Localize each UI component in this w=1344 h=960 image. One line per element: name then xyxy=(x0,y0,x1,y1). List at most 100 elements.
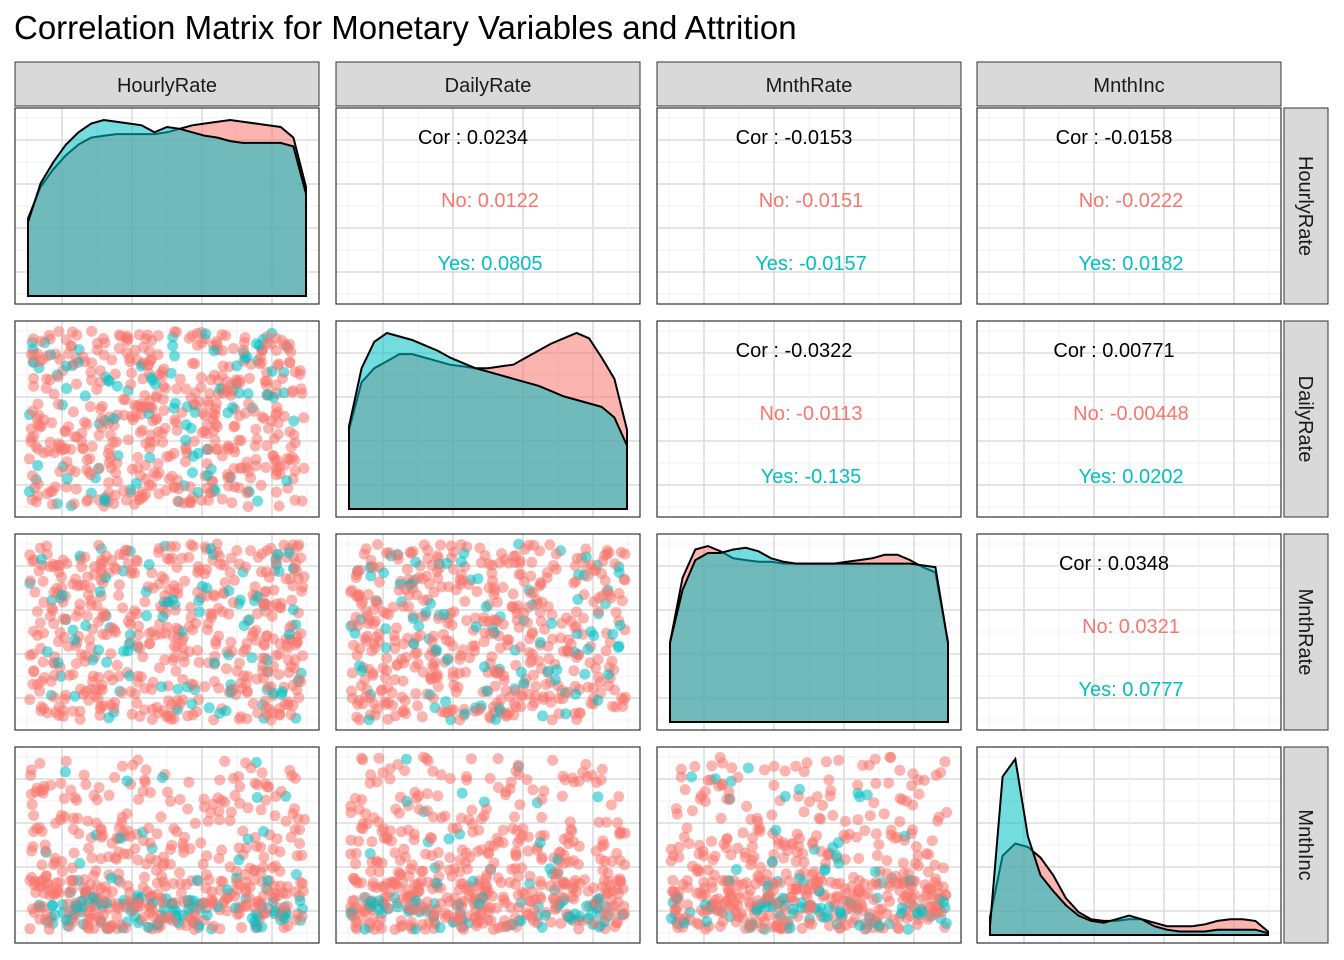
scatter-point-no xyxy=(284,338,296,350)
panel-border xyxy=(656,320,962,518)
scatter-point-no xyxy=(428,662,440,674)
scatter-point-no xyxy=(225,552,237,564)
scatter-point-no xyxy=(97,628,109,640)
scatter-point-no xyxy=(464,851,476,863)
scatter-point-no xyxy=(422,876,434,888)
scatter-point-yes xyxy=(410,556,422,568)
scatter-point-no xyxy=(442,617,454,629)
scatter-point-no xyxy=(435,769,447,781)
scatter-point-yes xyxy=(104,375,115,387)
scatter-point-no xyxy=(779,765,791,777)
scatter-point-no xyxy=(610,701,622,713)
scatter-point-no xyxy=(233,657,245,669)
scatter-point-no xyxy=(28,665,40,677)
scatter-point-yes xyxy=(470,621,482,633)
scatter-point-yes xyxy=(287,604,299,616)
scatter-point-no xyxy=(295,876,307,888)
scatter-point-no xyxy=(353,589,365,601)
row-strip-label: HourlyRate xyxy=(1294,156,1316,256)
scatter-point-no xyxy=(88,870,100,882)
scatter-point-no xyxy=(67,875,79,887)
column-strip-label: DailyRate xyxy=(445,75,532,97)
scatter-point-no xyxy=(233,908,245,919)
scatter-point-no xyxy=(436,812,447,824)
scatter-point-no xyxy=(746,921,757,933)
scatter-point-no xyxy=(112,475,123,487)
scatter-point-no xyxy=(59,693,71,705)
scatter-point-no xyxy=(236,922,248,933)
scatter-point-no xyxy=(582,681,594,693)
panel-border xyxy=(656,746,962,944)
scatter-point-yes xyxy=(278,387,290,399)
scatter-point-no xyxy=(201,482,213,494)
scatter-point-no xyxy=(596,840,608,852)
scatter-point-no xyxy=(268,584,280,596)
scatter-point-yes xyxy=(413,620,425,632)
row-strip xyxy=(1283,746,1329,944)
scatter-point-no xyxy=(451,822,463,834)
scatter-point-no xyxy=(286,594,298,606)
scatter-point-yes xyxy=(36,553,47,565)
scatter-point-no xyxy=(241,713,253,725)
scatter-point-no xyxy=(167,654,179,666)
scatter-point-yes xyxy=(787,903,799,915)
scatter-point-no xyxy=(588,917,600,929)
scatter-point-no xyxy=(255,479,267,491)
scatter-point-no xyxy=(233,771,245,782)
scatter-point-no xyxy=(906,780,918,792)
scatter-point-no xyxy=(366,856,378,868)
scatter-point-no xyxy=(251,779,263,791)
scatter-point-no xyxy=(584,657,596,669)
scatter-point-no xyxy=(124,831,136,842)
scatter-point-no xyxy=(158,851,170,863)
scatter-point-yes xyxy=(701,916,713,927)
cor-total: Cor : 0.0348 xyxy=(1059,553,1169,575)
scatter-point-no xyxy=(611,917,623,929)
scatter-point-no xyxy=(894,816,906,828)
scatter-point-no xyxy=(67,669,79,680)
scatter-point-no xyxy=(840,919,852,931)
scatter-point-no xyxy=(26,845,38,857)
scatter-point-no xyxy=(195,837,207,849)
scatter-point-yes xyxy=(193,595,205,607)
scatter-point-no xyxy=(619,859,631,871)
scatter-point-yes xyxy=(581,900,593,912)
scatter-point-yes xyxy=(41,646,53,658)
scatter-point-no xyxy=(547,754,559,766)
scatter-point-no xyxy=(225,806,237,818)
scatter-point-no xyxy=(84,633,96,645)
scatter-point-no xyxy=(422,904,434,916)
scatter-point-no xyxy=(790,855,802,867)
scatter-point-no xyxy=(366,836,378,848)
scatter-point-no xyxy=(243,398,255,410)
scatter-point-no xyxy=(884,877,896,889)
scatter-point-no xyxy=(34,356,46,368)
scatter-point-yes xyxy=(111,380,123,392)
scatter-point-no xyxy=(284,454,296,465)
scatter-point-no xyxy=(359,633,371,644)
scatter-point-no xyxy=(870,777,882,789)
scatter-point-no xyxy=(81,610,93,622)
scatter-point-no xyxy=(139,774,151,786)
scatter-point-no xyxy=(242,501,254,512)
scatter-point-no xyxy=(417,666,429,678)
scatter-point-no xyxy=(558,878,570,890)
scatter-point-no xyxy=(526,628,538,640)
scatter-point-no xyxy=(430,672,441,683)
scatter-point-no xyxy=(507,588,519,600)
scatter-point-no xyxy=(203,443,215,455)
scatter-point-no xyxy=(241,686,253,698)
scatter-point-no xyxy=(268,450,280,462)
scatter-point-no xyxy=(721,833,733,845)
scatter-point-no xyxy=(81,496,93,507)
scatter-point-no xyxy=(545,916,557,928)
scatter-point-no xyxy=(497,618,509,630)
scatter-point-no xyxy=(206,886,218,898)
scatter-point-no xyxy=(146,567,158,579)
scatter-point-no xyxy=(111,659,123,671)
scatter-point-no xyxy=(214,558,226,570)
scatter-point-no xyxy=(556,891,568,903)
scatter-point-no xyxy=(815,813,827,825)
scatter-point-yes xyxy=(208,345,220,357)
scatter-point-no xyxy=(143,638,155,650)
